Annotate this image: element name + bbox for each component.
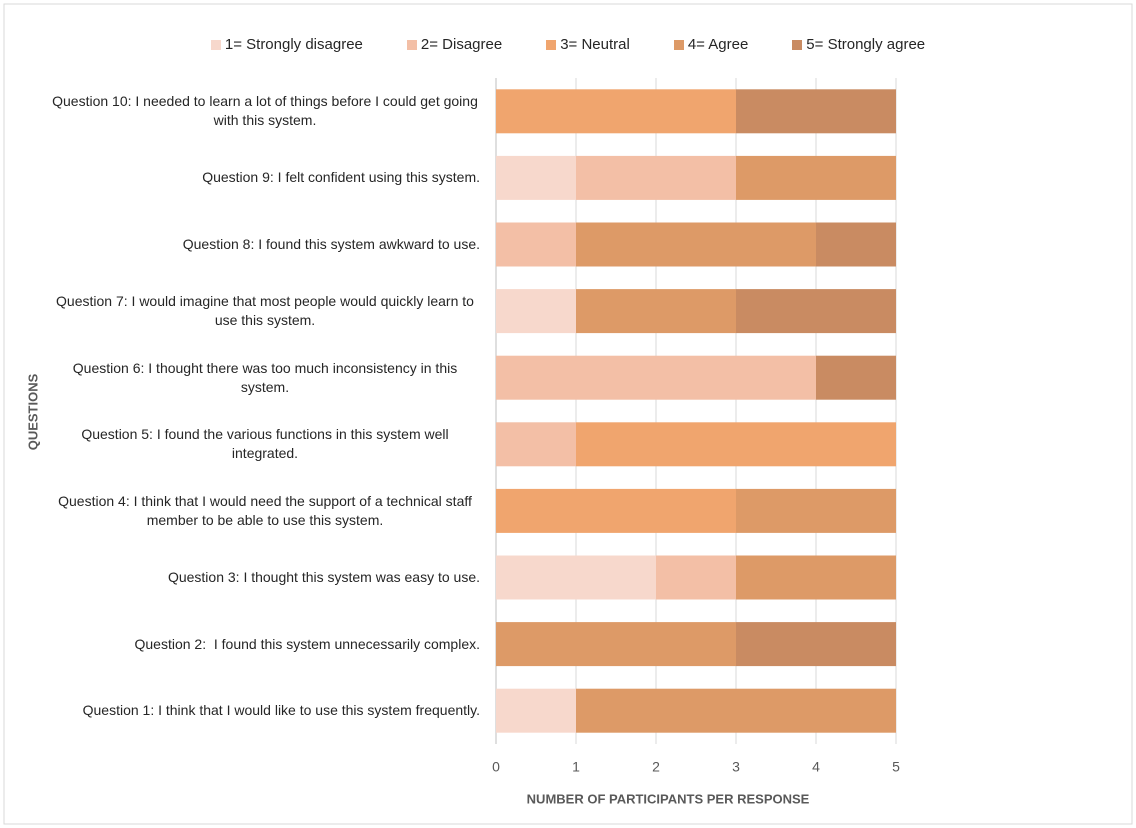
y-tick-label-text: Question 10: I needed to learn a lot of …: [52, 93, 482, 129]
bar-segment: [496, 89, 736, 134]
x-tick-label: 3: [732, 759, 740, 775]
y-tick-label: Question 3: I thought this system was ea…: [40, 548, 480, 608]
legend-item: 5= Strongly agree: [792, 36, 925, 53]
bar-segment: [496, 688, 576, 733]
legend-item: 4= Agree: [673, 36, 749, 53]
legend-item: 3= Neutral: [546, 36, 630, 53]
bar-segment: [656, 555, 736, 600]
y-tick-label: Question 9: I felt confident using this …: [40, 148, 480, 208]
y-tick-label: Question 6: I thought there was too much…: [40, 348, 480, 408]
x-tick-label: 2: [652, 759, 660, 775]
y-tick-label-text: Question 5: I found the various function…: [81, 426, 453, 462]
y-tick-label-text: Question 3: I thought this system was ea…: [167, 569, 480, 585]
bar-segment: [736, 622, 896, 667]
x-tick-label: 5: [892, 759, 900, 775]
bar-segment: [496, 622, 736, 667]
y-tick-label: Question 4: I think that I would need th…: [40, 481, 480, 541]
y-tick-label: Question 5: I found the various function…: [40, 414, 480, 474]
bar-segment: [816, 355, 896, 400]
y-tick-label-text: Question 9: I felt confident using this …: [202, 169, 480, 186]
y-tick-label: Question 7: I would imagine that most pe…: [40, 281, 480, 341]
bar-segment: [736, 89, 896, 134]
y-tick-label-text: Question 1: I think that I would like to…: [82, 702, 480, 719]
legend-swatch: [546, 39, 557, 50]
y-tick-label: Question 2: I found this system unnecess…: [40, 614, 481, 674]
legend-swatch: [210, 39, 221, 50]
legend-swatch: [673, 39, 684, 50]
legend-swatch: [406, 39, 417, 50]
bar-segment: [496, 355, 816, 400]
legend-swatch: [792, 39, 803, 50]
legend: 1= Strongly disagree 2= Disagree 3= Neutra…: [0, 36, 1136, 53]
y-tick-label-text: Question 8: I found this system awkward …: [182, 236, 480, 252]
y-tick-label: Question 10: I needed to learn a lot of …: [40, 81, 480, 141]
bar-segment: [496, 222, 576, 267]
legend-item: 1= Strongly disagree: [210, 36, 363, 53]
legend-item: 2= Disagree: [406, 36, 503, 53]
bar-segment: [576, 289, 736, 334]
x-tick-label: 1: [572, 759, 580, 775]
legend-label: 1= Strongly disagree: [224, 36, 363, 53]
y-tick-label-text: Question 6: I thought there was too much…: [72, 359, 462, 395]
legend-label: 3= Neutral: [560, 36, 630, 53]
bar-segment: [576, 155, 736, 200]
bar-segment: [496, 155, 576, 200]
bar-segment: [816, 222, 896, 267]
bar-segment: [576, 222, 816, 267]
bar-segment: [736, 289, 896, 334]
x-tick-label: 0: [492, 759, 500, 775]
bar-segment: [496, 555, 656, 600]
bar-segment: [496, 488, 736, 533]
legend-label: 2= Disagree: [420, 36, 503, 53]
bar-segment: [576, 688, 896, 733]
bar-segment: [736, 555, 896, 600]
bar-segment: [496, 422, 576, 467]
y-tick-label-text: Question 7: I would imagine that most pe…: [56, 293, 478, 329]
y-tick-label: Question 1: I think that I would like to…: [40, 681, 480, 741]
bar-segment: [496, 289, 576, 334]
x-tick-label: 4: [812, 759, 820, 775]
x-axis-title: NUMBER OF PARTICIPANTS PER RESPONSE: [527, 791, 810, 806]
y-axis-title: QUESTIONS: [25, 373, 40, 450]
frame: [3, 3, 1133, 825]
bar-segment: [736, 155, 896, 200]
bar-segment: [576, 422, 896, 467]
y-tick-label: Question 8: I found this system awkward …: [40, 215, 480, 275]
bar-segment: [736, 488, 896, 533]
legend-label: 5= Strongly agree: [806, 36, 926, 53]
y-tick-label-text: Question 4: I think that I would need th…: [58, 492, 476, 528]
legend-label: 4= Agree: [687, 36, 749, 53]
y-tick-label-text: Question 2: I found this system unnecess…: [134, 635, 481, 652]
